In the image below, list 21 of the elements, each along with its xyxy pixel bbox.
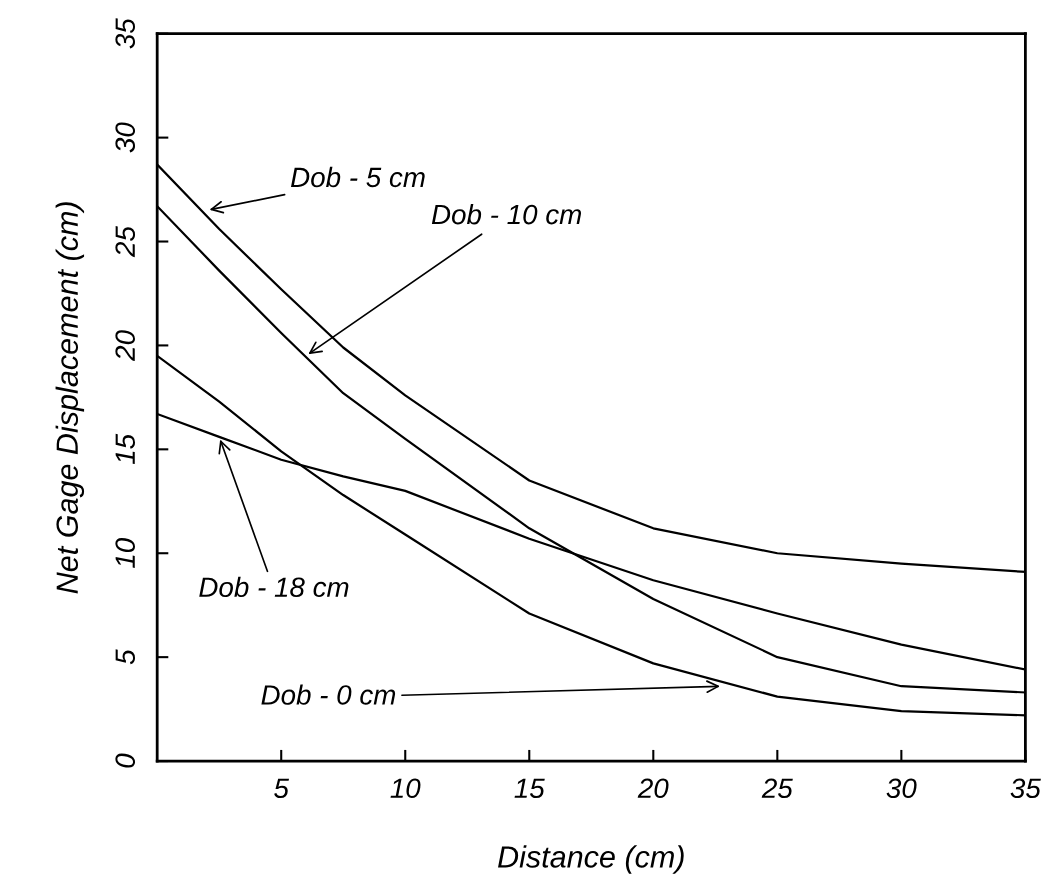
- y-tick-label: 35: [115, 18, 136, 49]
- x-tick-label: 20: [637, 778, 669, 799]
- y-axis-title: Net Gage Displacement (cm): [55, 202, 85, 594]
- x-tick-label: 5: [274, 778, 290, 799]
- y-tick-label: 0: [115, 753, 136, 768]
- y-tick-label: 25: [115, 226, 136, 258]
- annotation: Dob - 10 cm: [431, 203, 582, 225]
- x-tick-label: 25: [761, 778, 793, 799]
- annotation: Dob - 18 cm: [199, 576, 349, 598]
- x-tick-label: 10: [390, 778, 421, 799]
- annotation: Dob - 5 cm: [290, 166, 425, 188]
- x-axis-title: Distance (cm): [498, 845, 684, 874]
- y-tick-label: 10: [115, 538, 136, 568]
- y-tick-label: 5: [115, 649, 136, 665]
- x-tick-label: 35: [1010, 778, 1041, 799]
- annotation: Dob - 0 cm: [261, 684, 396, 705]
- y-tick-label: 20: [115, 330, 136, 362]
- x-tick-label: 30: [886, 778, 917, 799]
- y-tick-label: 30: [115, 122, 136, 153]
- y-tick-label: 15: [115, 433, 136, 465]
- x-tick-label: 15: [514, 778, 545, 799]
